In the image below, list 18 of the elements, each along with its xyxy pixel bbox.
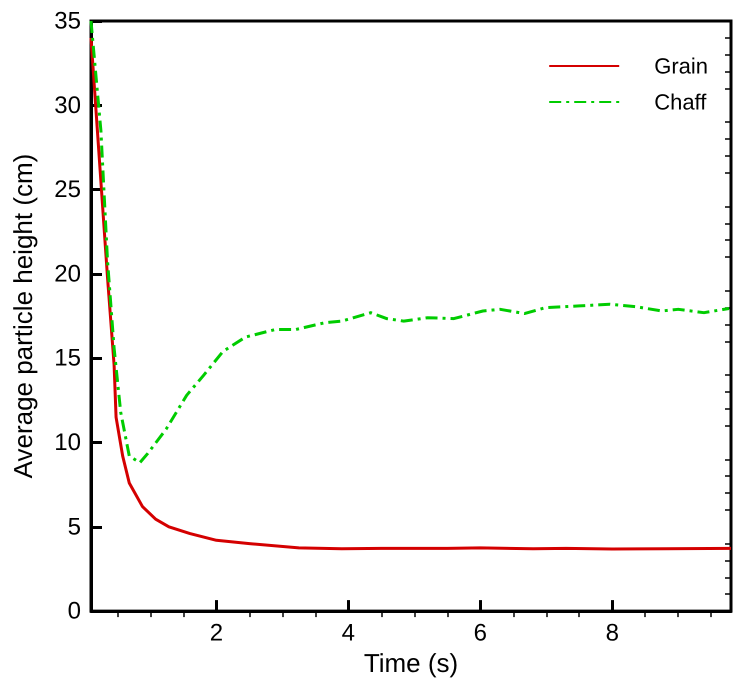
- y-tick-label: 15: [54, 344, 81, 372]
- x-tick-label: 8: [606, 620, 619, 647]
- legend-label: Chaff: [654, 90, 708, 114]
- y-tick-label: 0: [68, 598, 81, 625]
- x-tick-label: 2: [210, 620, 224, 647]
- y-tick-label: 5: [68, 513, 81, 540]
- y-tick-label: 25: [54, 176, 81, 204]
- legend-label: Grain: [654, 54, 708, 78]
- x-tick-label: 4: [342, 620, 355, 647]
- y-tick-label: 35: [54, 8, 81, 34]
- y-axis-title: Average particle height (cm): [8, 154, 38, 478]
- x-axis-title: Time (s): [364, 648, 458, 678]
- x-tick-label: 6: [474, 620, 487, 647]
- y-tick-label: 20: [54, 260, 81, 288]
- line-series: [90, 20, 731, 464]
- y-tick-label: 30: [54, 92, 81, 119]
- line-series: [90, 36, 732, 551]
- y-tick-label: 10: [54, 429, 81, 456]
